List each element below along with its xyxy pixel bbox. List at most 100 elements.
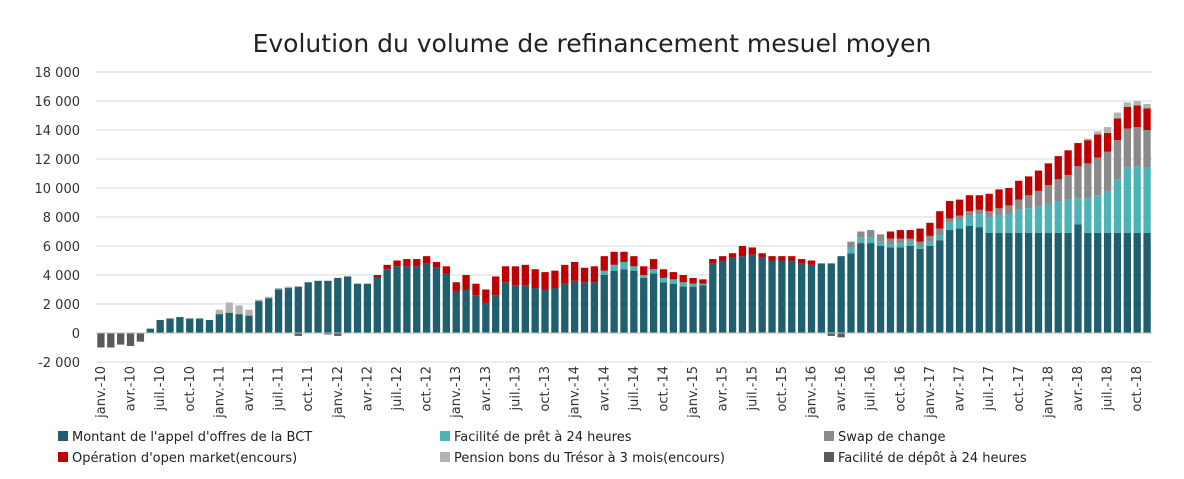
bar-segment xyxy=(186,318,194,333)
bar-segment xyxy=(1094,232,1102,333)
bar-segment xyxy=(225,302,233,313)
bar-segment xyxy=(413,266,421,333)
x-tick-label: avr.-16 xyxy=(834,366,849,411)
bar-segment xyxy=(916,246,924,249)
legend-swatch xyxy=(824,452,834,462)
bar-segment xyxy=(709,263,717,333)
bar-segment xyxy=(955,228,964,333)
x-tick-label: janv.-10 xyxy=(94,366,109,419)
bar-segment xyxy=(334,277,342,333)
bar-segment xyxy=(541,272,549,290)
bar-segment xyxy=(1123,128,1131,168)
y-tick-label: 12 000 xyxy=(35,153,81,168)
bar-segment xyxy=(857,243,865,333)
bar-segment xyxy=(1034,190,1043,207)
y-tick-label: 4 000 xyxy=(43,269,80,284)
bar-segment xyxy=(896,243,904,248)
bar-segment xyxy=(561,283,569,333)
bar-segment xyxy=(284,286,293,289)
legend-label: Facilité de dépôt à 24 heures xyxy=(838,451,1027,466)
bar-segment xyxy=(876,241,885,246)
bar-segment xyxy=(501,282,510,333)
bar-segment xyxy=(758,257,766,333)
bar-segment xyxy=(561,264,569,284)
x-tick-label: janv.-15 xyxy=(686,366,701,419)
y-axis: -2 000 0 2 000 4 000 6 000 8 000 10 000 12 000 1… xyxy=(35,66,81,371)
bar-segment xyxy=(353,283,362,333)
bar-segment xyxy=(679,275,687,283)
bar-segment xyxy=(778,260,786,333)
bar-segment xyxy=(827,333,835,336)
bar-segment xyxy=(1133,166,1141,233)
bar-segment xyxy=(541,289,549,333)
bar-segment xyxy=(640,277,648,333)
bar-segment xyxy=(699,285,707,333)
bar-segment xyxy=(926,246,934,333)
bar-segment xyxy=(176,317,184,333)
bar-segment xyxy=(768,260,776,333)
bar-segment xyxy=(1084,138,1092,141)
bar-segment xyxy=(600,256,608,271)
bar-segment xyxy=(531,269,539,289)
bar-segment xyxy=(640,275,648,278)
legend-swatch xyxy=(824,431,834,441)
bar-segment xyxy=(649,259,658,270)
bar-segment xyxy=(837,333,845,338)
bar-segment xyxy=(1015,180,1023,200)
bar-segment xyxy=(1133,127,1141,167)
bar-segment xyxy=(669,279,677,284)
bar-segment xyxy=(1005,232,1013,333)
legend-item: Facilité de dépôt à 24 heures xyxy=(824,451,1027,466)
bar-segment xyxy=(916,248,924,333)
bar-segment xyxy=(896,247,904,333)
bar-segment xyxy=(886,247,895,333)
bar-segment xyxy=(896,230,904,239)
y-tick-label: 16 000 xyxy=(35,95,81,110)
bar-segment xyxy=(1015,199,1023,210)
bar-segment xyxy=(975,195,983,210)
bar-segment xyxy=(1113,118,1122,141)
x-tick-label: juil.-14 xyxy=(627,366,642,411)
bar-segment xyxy=(610,251,618,265)
x-tick-label: janv.-16 xyxy=(805,366,820,419)
bar-segment xyxy=(847,247,855,254)
legend-label: Montant de l'appel d'offres de la BCT xyxy=(72,430,312,445)
bar-segment xyxy=(1133,101,1141,106)
y-tick-label: -2 000 xyxy=(38,356,80,371)
bar-segment xyxy=(284,288,293,333)
bar-segment xyxy=(274,289,283,333)
bar-segment xyxy=(936,240,944,333)
legend-label: Opération d'open market(encours) xyxy=(72,451,297,466)
bar-segment xyxy=(699,279,707,284)
bar-segment xyxy=(876,234,885,242)
bar-segment xyxy=(738,256,747,333)
bar-segment xyxy=(452,290,460,333)
bar-segment xyxy=(1015,232,1023,333)
bar-segment xyxy=(847,241,855,248)
x-tick-label: janv.-18 xyxy=(1041,366,1056,419)
x-tick-label: juil.-17 xyxy=(982,366,997,411)
bar-segment xyxy=(1103,132,1112,152)
bar-segment xyxy=(689,286,697,333)
x-tick-label: avr.-11 xyxy=(242,366,257,411)
bar-segment xyxy=(1123,232,1131,333)
bar-segment xyxy=(857,231,865,238)
x-tick-label: juil.-11 xyxy=(272,366,287,411)
bar-segment xyxy=(1005,214,1013,233)
bar-segment xyxy=(1143,103,1151,109)
bar-segment xyxy=(205,319,214,333)
bar-segment xyxy=(1113,140,1122,180)
bar-segment xyxy=(1034,170,1043,191)
bar-segment xyxy=(689,283,697,287)
bar-segment xyxy=(413,259,421,267)
bar-segment xyxy=(867,237,875,244)
bar-segment xyxy=(807,264,816,333)
bar-segment xyxy=(1143,108,1151,130)
bar-segment xyxy=(551,288,559,333)
chart-title: Evolution du volume de refinancement mes… xyxy=(253,29,932,58)
bar-segment xyxy=(511,266,520,286)
legend-label: Swap de change xyxy=(838,430,945,445)
bar-segment xyxy=(975,214,983,228)
bar-segment xyxy=(442,266,450,274)
